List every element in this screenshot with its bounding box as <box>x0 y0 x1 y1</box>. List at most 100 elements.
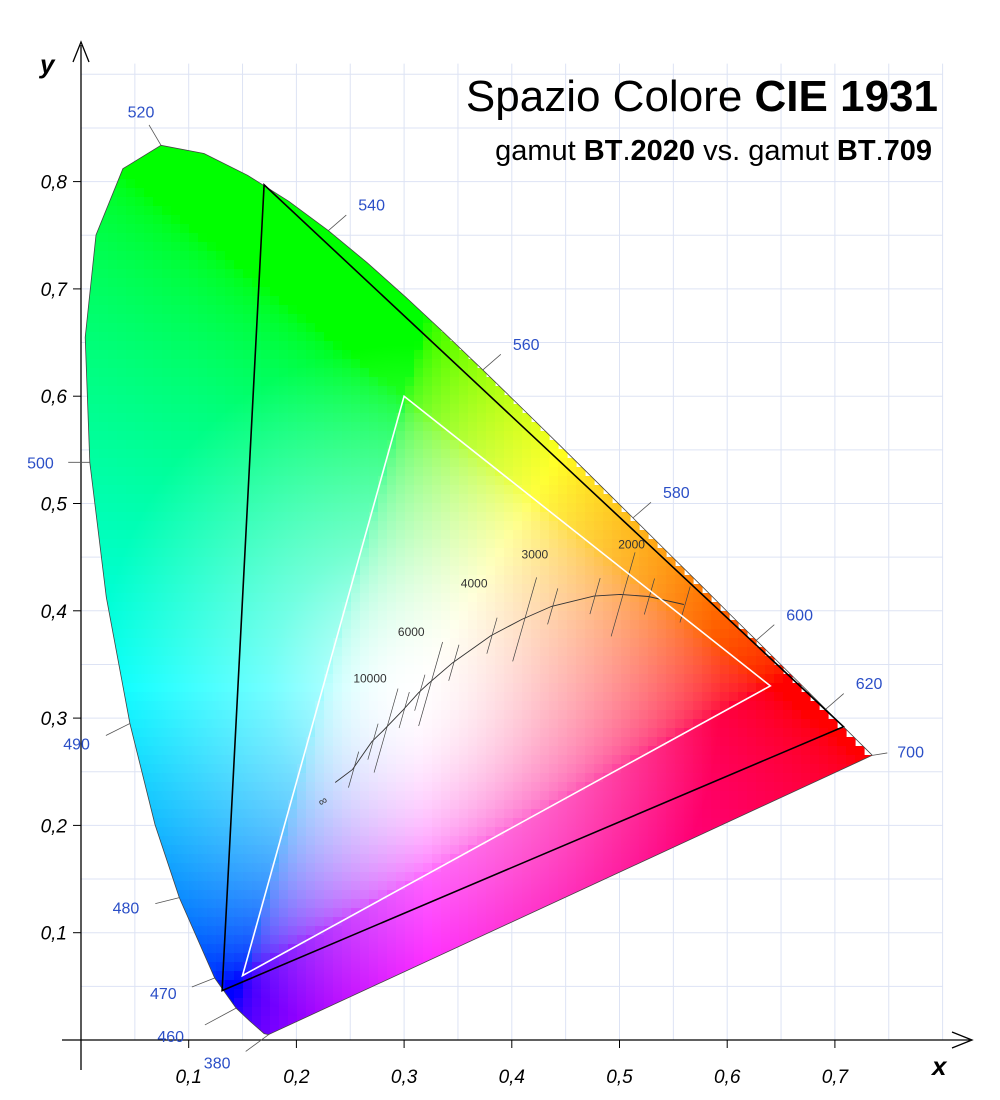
color-cell <box>810 863 820 873</box>
color-cell <box>85 665 91 675</box>
color-cell <box>207 125 217 135</box>
color-cell <box>729 845 739 855</box>
color-cell <box>99 683 109 693</box>
color-cell <box>270 161 280 171</box>
color-cell <box>108 782 118 792</box>
color-cell <box>792 872 802 882</box>
color-cell <box>846 791 856 801</box>
color-cell <box>85 845 91 855</box>
color-cell <box>279 179 289 189</box>
color-cell <box>144 881 154 891</box>
color-cell <box>126 827 136 837</box>
color-cell <box>846 854 856 864</box>
color-cell <box>85 170 91 180</box>
color-cell <box>99 791 109 801</box>
color-cell <box>828 863 838 873</box>
color-cell <box>306 197 316 207</box>
color-cell <box>108 134 118 144</box>
color-cell <box>666 854 676 864</box>
color-cell <box>85 224 91 234</box>
color-cell <box>783 872 793 882</box>
color-cell <box>828 782 838 792</box>
color-cell <box>864 782 873 792</box>
color-cell <box>90 881 100 891</box>
color-cell <box>85 854 91 864</box>
color-cell <box>85 674 91 684</box>
color-cell <box>225 145 235 153</box>
color-cell <box>90 566 100 576</box>
color-cell <box>891 791 901 801</box>
color-cell <box>774 872 784 882</box>
color-cell <box>90 548 100 558</box>
color-cell <box>117 827 127 837</box>
color-cell <box>99 674 109 684</box>
color-cell <box>117 701 127 711</box>
color-cell <box>261 161 271 171</box>
color-cell <box>117 782 127 792</box>
color-cell <box>135 782 145 792</box>
color-cell <box>85 458 91 468</box>
color-cell <box>783 818 793 828</box>
color-cell <box>756 809 766 819</box>
color-cell <box>135 863 145 873</box>
color-cell <box>85 260 91 270</box>
color-cell <box>108 170 118 180</box>
color-cell <box>666 863 676 873</box>
color-cell <box>711 863 721 873</box>
color-cell <box>90 215 100 225</box>
color-cell <box>99 692 109 702</box>
color-cell <box>85 782 91 792</box>
color-cell <box>90 773 100 783</box>
color-cell <box>738 827 748 837</box>
color-cell <box>99 782 109 792</box>
color-cell <box>270 179 280 189</box>
color-cell <box>85 233 91 243</box>
color-cell <box>756 872 766 882</box>
color-cell <box>85 530 91 540</box>
color-cell <box>243 161 253 171</box>
color-cell <box>252 152 262 162</box>
color-cell <box>108 854 118 864</box>
color-cell <box>117 791 127 801</box>
color-cell <box>90 125 100 135</box>
color-cell <box>720 863 730 873</box>
color-cell <box>108 665 118 675</box>
color-cell <box>90 134 100 144</box>
color-cell <box>216 145 226 153</box>
color-cell <box>297 188 307 198</box>
color-cell <box>85 593 91 603</box>
color-cell <box>882 863 892 873</box>
color-cell <box>711 872 721 882</box>
color-cell <box>108 161 118 171</box>
color-cell <box>162 881 172 891</box>
color-cell <box>85 215 91 225</box>
color-cell <box>99 719 109 729</box>
color-cell <box>828 791 838 801</box>
color-cell <box>711 845 721 855</box>
color-cell <box>801 818 811 828</box>
color-cell <box>801 809 811 819</box>
color-cell <box>85 179 91 189</box>
color-cell <box>891 809 901 819</box>
color-cell <box>135 836 145 846</box>
color-cell <box>108 872 118 882</box>
color-cell <box>90 701 100 711</box>
color-cell <box>675 854 685 864</box>
color-cell <box>882 854 892 864</box>
color-cell <box>117 746 127 756</box>
color-cell <box>85 242 91 252</box>
color-cell <box>135 818 145 828</box>
color-cell <box>144 872 154 882</box>
color-cell <box>108 836 118 846</box>
color-cell <box>153 845 163 855</box>
color-cell <box>882 782 892 792</box>
color-cell <box>702 854 712 864</box>
color-cell <box>675 872 685 882</box>
color-cell <box>882 800 892 810</box>
color-cell <box>99 872 109 882</box>
color-cell <box>90 197 100 207</box>
color-cell <box>135 125 145 135</box>
color-cell <box>126 152 136 162</box>
color-cell <box>873 827 883 837</box>
color-cell <box>756 836 766 846</box>
